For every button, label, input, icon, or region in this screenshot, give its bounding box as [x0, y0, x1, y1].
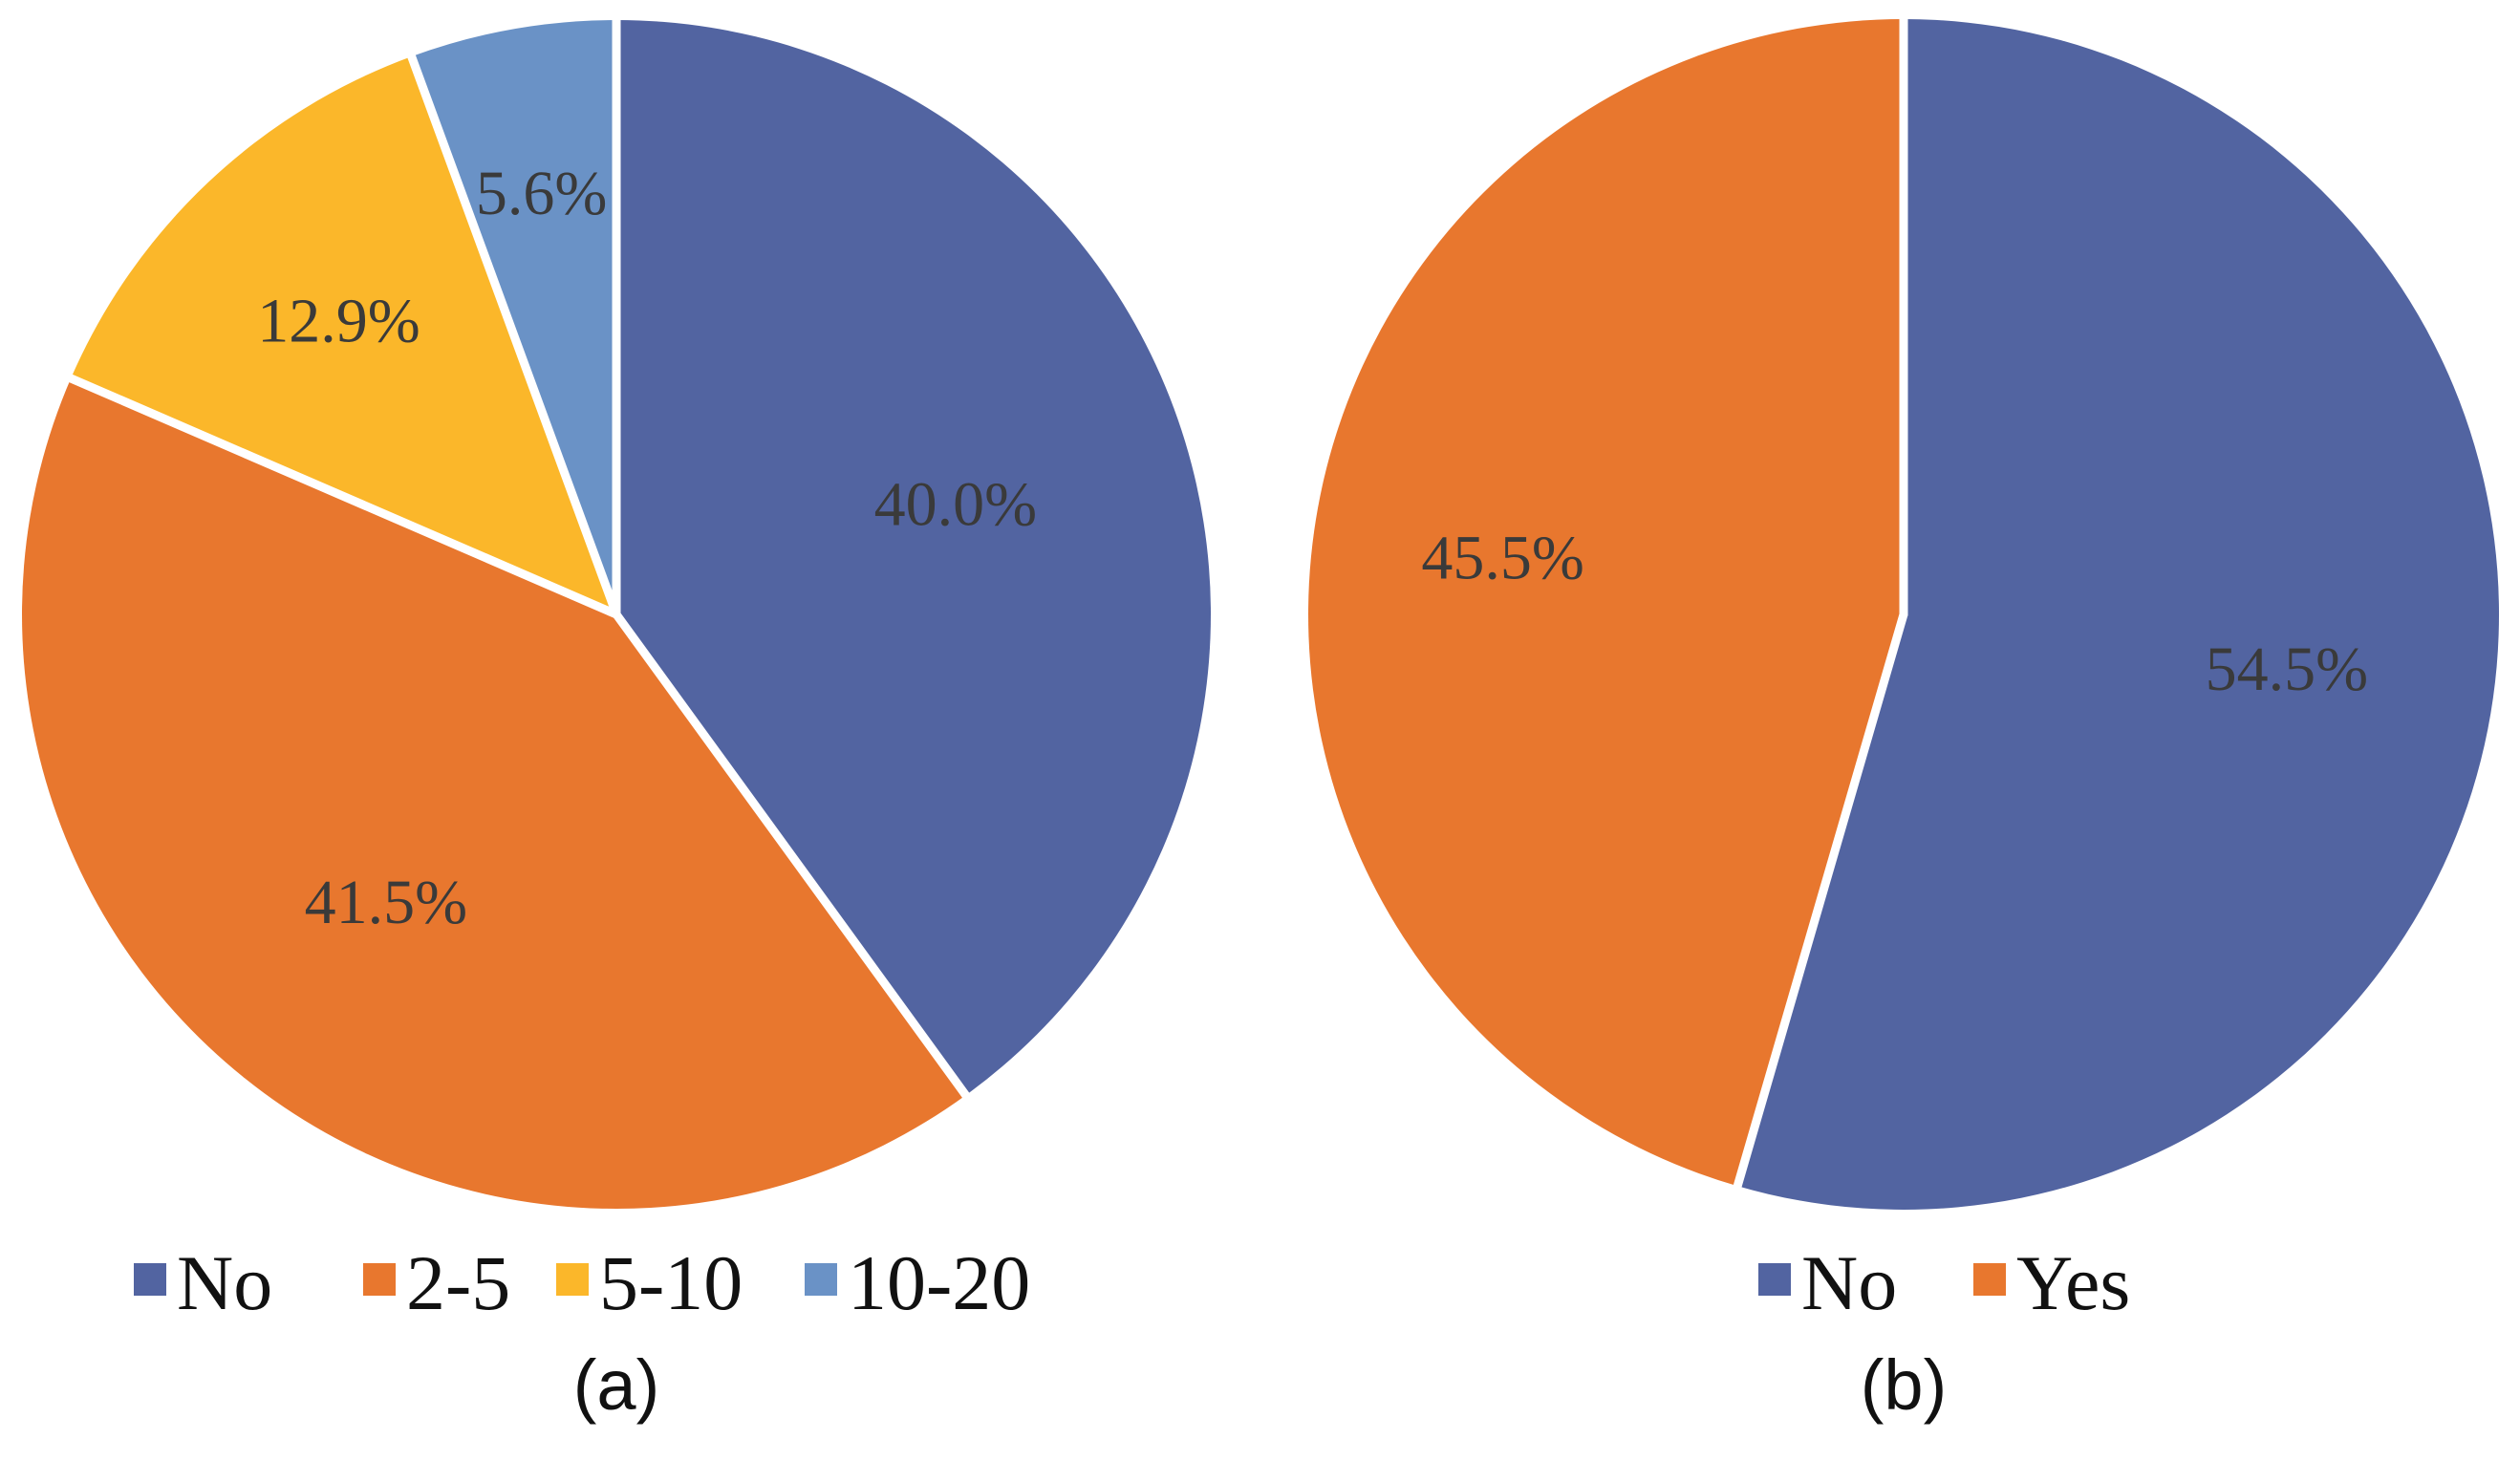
chart-b-slices: [1308, 14, 2500, 1210]
chart-b-legend-swatch-no: [1758, 1263, 1791, 1296]
chart-a: 40.0% 41.5% 12.9% 5.6% No 2-5 5-10 10-20 (a): [22, 15, 1211, 1425]
chart-a-slice-separator: [66, 374, 621, 619]
chart-b-legend-label-no: No: [1801, 1239, 1897, 1326]
chart-b-slice-no: [1737, 19, 2500, 1210]
chart-a-legend: No 2-5 5-10 10-20: [134, 1239, 1030, 1326]
chart-b-slice-label-yes: 45.5%: [1421, 523, 1583, 592]
chart-a-legend-label-2-5: 2-5: [406, 1239, 510, 1326]
chart-a-slices: [22, 15, 1211, 1209]
chart-b-slice-yes: [1308, 19, 1904, 1187]
chart-a-slice-2-5: [22, 377, 966, 1209]
chart-a-legend-swatch-5-10: [556, 1263, 589, 1296]
chart-a-slice-label-5-10: 12.9%: [257, 287, 420, 356]
chart-b: 54.5% 45.5% No Yes (b): [1308, 14, 2500, 1425]
chart-a-panel-label: (a): [573, 1345, 659, 1425]
chart-b-legend-label-yes: Yes: [2016, 1239, 2130, 1326]
chart-a-slice-label-no: 40.0%: [874, 470, 1037, 540]
chart-a-slice-label-10-20: 5.6%: [476, 159, 607, 228]
chart-a-legend-swatch-2-5: [363, 1263, 396, 1296]
chart-a-slice-no: [616, 20, 1211, 1096]
chart-a-legend-swatch-10-20: [805, 1263, 837, 1296]
chart-a-legend-swatch-no: [134, 1263, 166, 1296]
chart-a-legend-label-no: No: [177, 1239, 272, 1326]
chart-a-legend-label-10-20: 10-20: [848, 1239, 1030, 1326]
chart-a-slice-label-2-5: 41.5%: [305, 868, 467, 937]
chart-b-legend: No Yes: [1758, 1239, 2130, 1326]
chart-a-slice-separator: [612, 610, 971, 1100]
chart-b-legend-swatch-yes: [1973, 1263, 2006, 1296]
chart-b-panel-label: (b): [1861, 1345, 1947, 1425]
chart-a-slice-labels: 40.0% 41.5% 12.9% 5.6%: [257, 159, 1037, 937]
chart-b-slice-labels: 54.5% 45.5%: [1421, 523, 2368, 704]
chart-b-slice-separator: [1733, 610, 1908, 1191]
chart-a-legend-label-5-10: 5-10: [599, 1239, 743, 1326]
chart-b-slice-label-no: 54.5%: [2206, 634, 2368, 704]
chart-a-slice-separator: [407, 52, 621, 619]
chart-a-slice-5-10: [71, 56, 616, 615]
